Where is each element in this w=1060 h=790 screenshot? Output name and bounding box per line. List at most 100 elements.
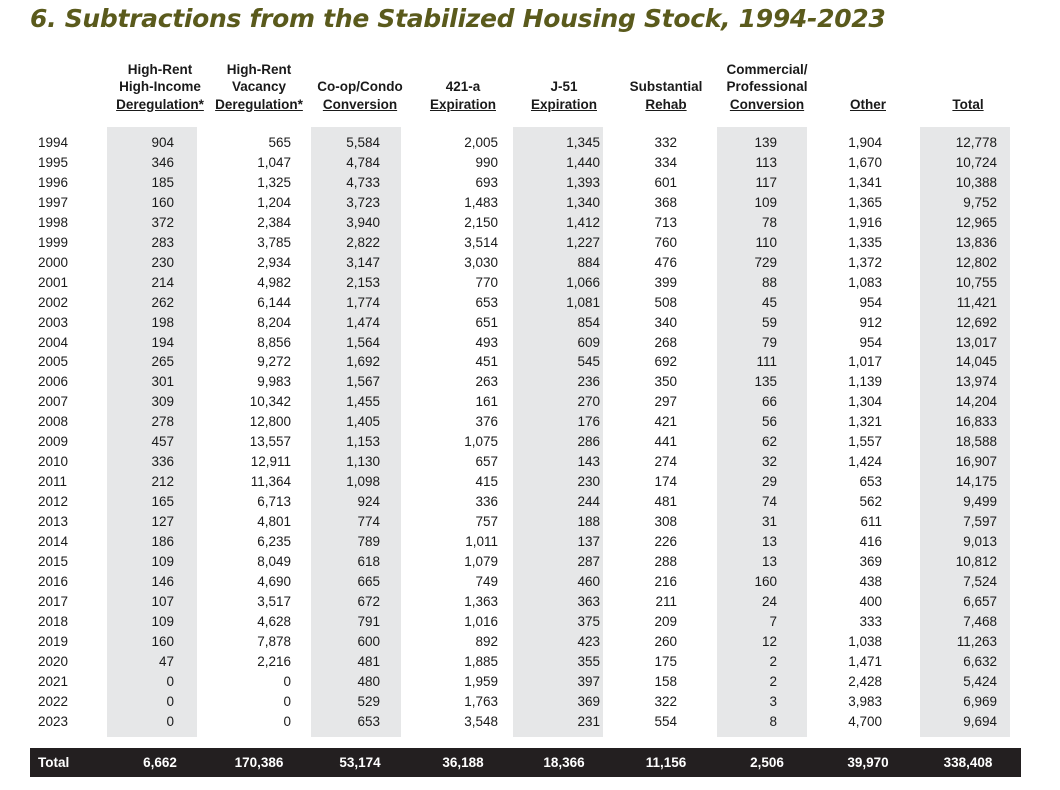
value-cell: 185: [151, 174, 174, 190]
value-cell: 4,690: [257, 573, 291, 589]
year-cell: 2004: [38, 334, 69, 350]
value-cell: 6,713: [257, 494, 291, 510]
column-header-line: 421-a: [445, 79, 481, 94]
value-cell: 188: [577, 514, 600, 530]
year-cell: 2011: [38, 474, 68, 490]
year-cell: 1998: [38, 214, 69, 230]
table-row: 1996 185 1,325 4,733 693 1,393 601 117 1,341 10,3…: [0, 173, 1060, 193]
table-row: 2013 127 4,801 774 757 188 308 31 611 7,597: [0, 512, 1060, 532]
value-cell: 1,345: [566, 135, 600, 150]
value-cell: 143: [577, 454, 600, 470]
value-cell: 884: [577, 254, 600, 270]
year-cell: 2021: [38, 673, 69, 689]
total-label: Total: [38, 755, 70, 770]
value-cell: 236: [577, 374, 600, 390]
year-cell: 2007: [38, 394, 69, 410]
value-cell: 924: [357, 494, 380, 510]
value-cell: 397: [577, 673, 600, 689]
value-cell: 1,153: [346, 434, 380, 450]
value-cell: 480: [357, 673, 380, 689]
value-cell: 288: [654, 553, 677, 569]
value-cell: 0: [283, 693, 291, 709]
value-cell: 10,812: [955, 553, 997, 569]
value-cell: 438: [859, 573, 882, 589]
value-cell: 1,372: [848, 254, 882, 270]
year-cell: 2000: [38, 254, 69, 270]
value-cell: 10,724: [955, 154, 997, 170]
value-cell: 653: [859, 474, 882, 490]
value-cell: 12: [761, 633, 777, 649]
value-cell: 59: [761, 314, 777, 330]
value-cell: 954: [859, 294, 882, 310]
column-header: High-Rent Vacancy Deregulation*: [199, 61, 319, 113]
value-cell: 11,421: [956, 294, 997, 310]
value-cell: 4,628: [257, 613, 291, 629]
value-cell: 1,130: [346, 454, 380, 470]
column-header-line: Rehab: [645, 96, 687, 112]
value-cell: 2: [769, 653, 777, 669]
value-cell: 355: [577, 653, 600, 669]
value-cell: 1,304: [848, 394, 882, 410]
value-cell: 1,363: [464, 593, 498, 609]
value-cell: 892: [475, 633, 498, 649]
year-cell: 2019: [38, 633, 69, 649]
column-header-line: Commercial/: [726, 61, 808, 77]
value-cell: 854: [577, 314, 600, 330]
column-header: J-51 Expiration: [504, 61, 624, 113]
value-cell: 1,904: [848, 135, 882, 150]
value-cell: 62: [761, 434, 777, 450]
value-cell: 262: [151, 294, 174, 310]
value-cell: 186: [151, 534, 174, 549]
value-cell: 12,800: [249, 414, 291, 430]
value-cell: 562: [859, 494, 882, 510]
table-row: 1995 346 1,047 4,784 990 1,440 334 113 1,670 10,7…: [0, 153, 1060, 173]
value-cell: 1,079: [464, 553, 498, 569]
value-cell: 1,047: [257, 154, 291, 170]
column-header-line: Conversion: [729, 96, 805, 112]
value-cell: 0: [166, 713, 174, 729]
value-cell: 7: [769, 613, 777, 629]
value-cell: 297: [654, 394, 677, 410]
value-cell: 12,692: [955, 314, 997, 330]
year-cell: 2015: [38, 553, 69, 569]
value-cell: 109: [754, 194, 777, 210]
value-cell: 609: [577, 334, 600, 350]
column-header-line: Conversion: [322, 96, 398, 112]
value-cell: 263: [475, 374, 498, 390]
table-row: 2001 214 4,982 2,153 770 1,066 399 88 1,083 10,75…: [0, 273, 1060, 293]
value-cell: 1,340: [566, 194, 600, 210]
value-cell: 137: [577, 534, 600, 549]
value-cell: 653: [475, 294, 498, 310]
value-cell: 160: [151, 633, 174, 649]
value-cell: 31: [761, 514, 777, 530]
value-cell: 9,272: [257, 354, 291, 370]
year-cell: 2017: [38, 593, 69, 609]
value-cell: 12,802: [955, 254, 997, 270]
value-cell: 88: [761, 274, 777, 290]
value-cell: 1,325: [257, 174, 291, 190]
value-cell: 476: [654, 254, 677, 270]
value-cell: 657: [475, 454, 498, 470]
value-cell: 274: [654, 454, 677, 470]
column-header-line: Other: [849, 96, 886, 112]
column-header-line: Professional: [726, 79, 808, 94]
value-cell: 309: [151, 394, 174, 410]
total-value-cell: 2,506: [750, 755, 784, 770]
value-cell: 9,983: [257, 374, 291, 390]
column-header: Commercial/Professional Conversion: [707, 61, 827, 113]
value-cell: 2,384: [257, 214, 291, 230]
value-cell: 244: [577, 494, 600, 510]
value-cell: 332: [654, 135, 677, 150]
table-row: 2011 212 11,364 1,098 415 230 174 29 653 14,175: [0, 472, 1060, 492]
table-row: 1998 372 2,384 3,940 2,150 1,412 713 78 1,916 12,…: [0, 213, 1060, 233]
total-value-cell: 11,156: [645, 755, 687, 770]
value-cell: 1,959: [464, 673, 498, 689]
value-cell: 209: [654, 613, 677, 629]
value-cell: 529: [357, 693, 380, 709]
table-row: 2005 265 9,272 1,692 451 545 692 111 1,017 14,045: [0, 352, 1060, 372]
year-cell: 2006: [38, 374, 69, 390]
year-cell: 1994: [38, 135, 69, 150]
column-header-line: High-Rent: [127, 61, 193, 77]
value-cell: 757: [475, 514, 498, 530]
value-cell: 665: [357, 573, 380, 589]
